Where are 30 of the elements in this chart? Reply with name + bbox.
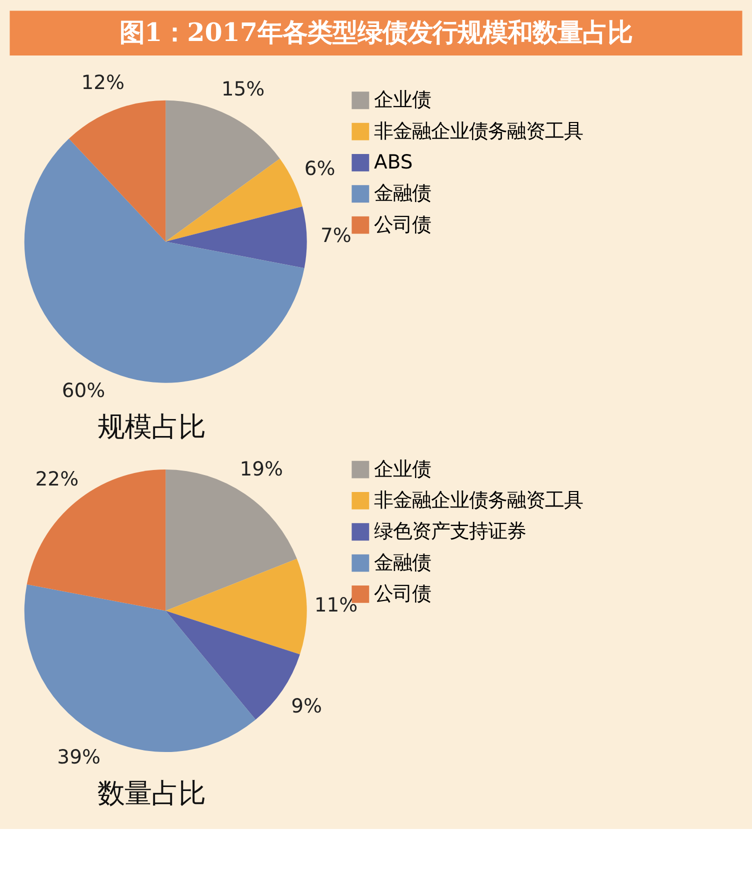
legend-label: 公司债 bbox=[374, 582, 432, 606]
data-label: 6% bbox=[304, 156, 336, 180]
legend-label: 绿色资产支持证券 bbox=[374, 520, 526, 543]
legend-label: 金融债 bbox=[374, 182, 432, 205]
data-label: 12% bbox=[81, 70, 124, 94]
data-label: 39% bbox=[57, 745, 100, 768]
data-label: 7% bbox=[320, 224, 352, 248]
legend-label: 金融债 bbox=[374, 550, 432, 574]
pie-slice bbox=[68, 100, 166, 242]
text: 数量占比 bbox=[97, 778, 206, 810]
pie-slice bbox=[166, 100, 280, 242]
legend-label: ABS bbox=[374, 150, 413, 174]
data-label: 60% bbox=[62, 378, 106, 402]
slice-label: 企业债 bbox=[374, 457, 432, 480]
pie-slice bbox=[24, 138, 304, 383]
pie-slice bbox=[166, 206, 307, 268]
text: 规模占比 bbox=[97, 412, 206, 443]
legend-label: 企业债 bbox=[374, 88, 432, 112]
data-label: 15% bbox=[221, 78, 265, 101]
pie-slice bbox=[26, 470, 166, 611]
legend-label: 公司债 bbox=[374, 212, 432, 236]
chart-title: 图1：2017年各类型绿债发行规模和数量占比 bbox=[119, 16, 633, 47]
data-label: 11% bbox=[314, 593, 358, 616]
data-label: 22% bbox=[35, 467, 79, 490]
legend-label: 非金融企业债务融资工具 bbox=[374, 119, 584, 142]
data-label: 9% bbox=[291, 694, 322, 718]
legend-label: 非金融企业债务融资工具 bbox=[374, 488, 584, 512]
data-label: 19% bbox=[240, 458, 284, 481]
pie-slice bbox=[166, 158, 302, 242]
pie-slice bbox=[166, 558, 307, 654]
